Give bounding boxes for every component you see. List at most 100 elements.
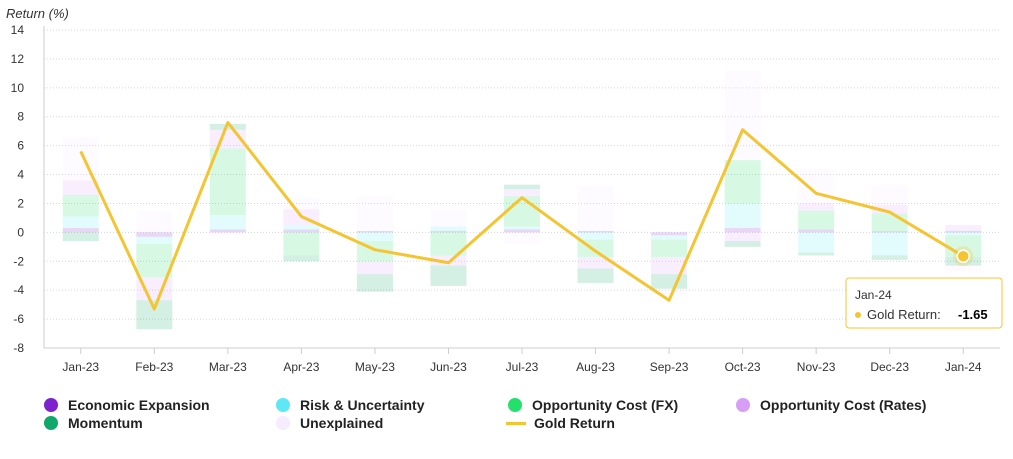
bar-segment [651, 288, 688, 295]
legend-label: Opportunity Cost (Rates) [760, 397, 927, 413]
legend-swatch [44, 416, 58, 430]
x-tick-label: Jan-23 [62, 360, 99, 374]
bar-segment [356, 274, 393, 292]
bar-segment [209, 232, 246, 236]
bar-segment [209, 229, 246, 233]
bar-segment [504, 189, 540, 197]
bar-segment [430, 232, 467, 256]
gold-return-line [79, 121, 965, 311]
bar-segment [504, 196, 540, 227]
legend-item-opportunity-cost-fx-[interactable]: Opportunity Cost (FX) [508, 396, 678, 414]
y-tick-label: -2 [13, 254, 24, 268]
bar-segment [577, 186, 614, 231]
bar-segment [724, 241, 761, 247]
bar-segment [577, 256, 614, 269]
bar-segment [136, 210, 173, 233]
bar-segment [798, 210, 835, 230]
tooltip-series-marker [855, 312, 861, 318]
bar-segment [724, 203, 761, 229]
x-tick-label: Jan-24 [945, 360, 982, 374]
bar-segment [283, 225, 320, 230]
bar-segment [651, 232, 688, 236]
tooltip-series-name: Gold Return: [867, 307, 941, 322]
bar-segment [209, 123, 246, 130]
bar-segment [945, 232, 982, 236]
bar-segment [136, 243, 173, 278]
bar-segment [871, 184, 908, 205]
bar-segment [504, 184, 540, 189]
bar-segment [871, 204, 908, 214]
legend-swatch [276, 416, 290, 430]
chart-area: Return (%) -8 -6 -4 -2 0 2 4 6 8 10 12 14 Jan-23 Feb-2… [6, 6, 1003, 374]
bar-segment [577, 268, 614, 283]
bar-segment [430, 226, 467, 231]
bar-segment [356, 196, 393, 231]
bar-segment [798, 168, 835, 204]
bar-segment [724, 232, 761, 242]
bar-segment [209, 148, 246, 216]
bar-segment [356, 230, 393, 233]
bar-segment [209, 215, 246, 230]
bar-segment [871, 213, 908, 231]
legend-label: Momentum [68, 415, 143, 431]
bar-segment [430, 265, 467, 286]
bar-segment [577, 232, 614, 240]
legend-label: Risk & Uncertainty [300, 397, 425, 413]
bar-segment [62, 194, 99, 217]
x-tick-label: Feb-23 [135, 360, 173, 374]
tooltip-category: Jan-24 [855, 288, 892, 302]
bar-segment [504, 226, 540, 230]
legend-swatch [736, 398, 750, 412]
legend-swatch [506, 421, 526, 425]
x-tick-label: Nov-23 [797, 360, 836, 374]
bar-segment [283, 232, 320, 256]
legend-item-economic-expansion[interactable]: Economic Expansion [44, 396, 210, 414]
legend-item-unexplained[interactable]: Unexplained [276, 414, 383, 432]
legend-item-opportunity-cost-rates-[interactable]: Opportunity Cost (Rates) [736, 396, 926, 414]
bar-segment [136, 300, 173, 330]
legend-item-momentum[interactable]: Momentum [44, 414, 143, 432]
bar-segment [430, 230, 467, 233]
x-tick-label: Mar-23 [209, 360, 247, 374]
bar-segment [356, 232, 393, 242]
legend-swatch [276, 398, 290, 412]
bar-segment [724, 228, 761, 233]
bar-segment [945, 225, 982, 231]
x-tick-label: Oct-23 [725, 360, 761, 374]
tooltip-value: -1.65 [958, 307, 988, 322]
bar-segment [651, 239, 688, 257]
bar-segment [283, 197, 320, 210]
y-tick-label: -6 [13, 312, 24, 326]
legend-label: Opportunity Cost (FX) [532, 397, 679, 413]
bar-segment [724, 70, 761, 161]
bar-segment [871, 232, 908, 256]
bar-segment [724, 160, 761, 204]
y-tick-label: 2 [17, 196, 24, 210]
legend-label: Gold Return [534, 415, 615, 431]
bar-segment [136, 236, 173, 244]
x-tick-label: Sep-23 [650, 360, 689, 374]
tooltip-box [845, 277, 1003, 329]
bar-segment [577, 230, 614, 233]
legend-label: Unexplained [300, 415, 384, 431]
bar-segment [62, 136, 99, 181]
legend-item-risk-uncertainty[interactable]: Risk & Uncertainty [276, 396, 424, 414]
bar-segment [871, 255, 908, 260]
bar-segment [62, 180, 99, 195]
bar-segment [798, 252, 835, 256]
y-axis-title: Return (%) [6, 6, 69, 21]
bar-segment [798, 232, 835, 253]
bar-segment [62, 228, 99, 233]
bar-segment [504, 229, 540, 233]
bar-segment [651, 274, 688, 289]
legend-label: Economic Expansion [68, 397, 210, 413]
x-tick-label: Apr-23 [283, 360, 319, 374]
x-tick-label: May-23 [355, 360, 395, 374]
bar-segment [283, 255, 320, 262]
y-tick-label: 14 [11, 23, 25, 37]
legend-swatch [44, 398, 58, 412]
bar-segment [430, 255, 467, 266]
legend-item-gold-return[interactable]: Gold Return [506, 414, 615, 432]
bar-segment [136, 232, 173, 237]
y-tick-label: 10 [11, 81, 25, 95]
